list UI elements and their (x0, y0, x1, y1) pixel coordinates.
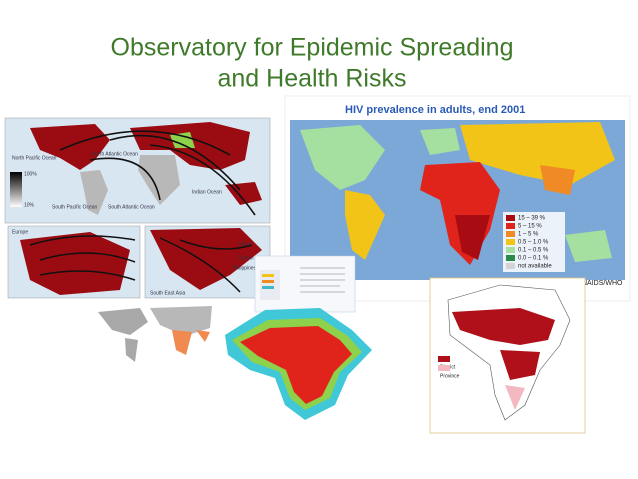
flight-path (29, 235, 136, 281)
land (150, 228, 262, 290)
land (540, 165, 575, 195)
legend-swatch (506, 255, 515, 261)
document-thumbnail (254, 255, 356, 313)
land (172, 330, 192, 355)
legend-label: 5 – 15 % (518, 224, 542, 230)
legend-swatch (438, 365, 450, 371)
land (170, 132, 195, 148)
land (150, 306, 212, 336)
land (98, 308, 148, 335)
flight-map: 100% 10% North Pacific Ocean South Atlan… (4, 117, 271, 299)
legend-label: Province (440, 373, 460, 379)
ocean-label: North Pacific Ocean (12, 155, 57, 161)
land (80, 170, 108, 215)
legend-label: 0.5 – 1.0 % (518, 240, 549, 246)
district-map: DistrictProvince (429, 277, 586, 434)
inset-label: Europe (12, 229, 28, 235)
legend: DistrictProvince (438, 356, 460, 379)
region (452, 308, 555, 345)
ocean-label: South Atlantic Ocean (108, 204, 155, 210)
map-title: HIV prevalence in adults, end 2001 (345, 104, 525, 116)
land (30, 124, 110, 170)
land (455, 215, 490, 260)
land (345, 190, 385, 260)
legend-swatch (438, 356, 450, 362)
legend-label: 0.0 – 0.1 % (518, 256, 549, 262)
land (565, 230, 612, 262)
scale-label: 100% (24, 171, 37, 177)
legend-swatch (506, 231, 515, 237)
flight-path (159, 237, 253, 293)
legend-label: 0.1 – 0.5 % (518, 248, 549, 254)
legend-label: 15 – 39 % (518, 216, 546, 222)
land (125, 338, 138, 362)
region (505, 385, 525, 410)
legend-swatch (506, 215, 515, 221)
ocean-label: North Atlantic Ocean (92, 151, 138, 157)
text-lines (300, 267, 345, 293)
legend-swatch (506, 223, 515, 229)
title-line: and Health Risks (218, 65, 407, 93)
land (300, 125, 385, 190)
source: NAIDS/WHO (582, 280, 623, 287)
swatch (262, 286, 274, 289)
inset-label: Philippines (232, 265, 257, 271)
inset-label: South East Asia (150, 290, 186, 296)
region (500, 350, 540, 380)
scale-label: 10% (24, 202, 35, 208)
land (138, 155, 180, 205)
legend: 15 – 39 % 5 – 15 % 1 – 5 % 0.5 – 1.0 % 0.1 –… (503, 212, 565, 272)
legend-swatch (506, 247, 515, 253)
legend-swatch (506, 239, 515, 245)
table (260, 270, 280, 300)
land (420, 128, 460, 155)
inset-label: Taiwan (238, 255, 254, 261)
scale-bar (10, 172, 22, 207)
legend-label: not available (518, 264, 552, 270)
land (20, 232, 130, 295)
africa-map (225, 308, 372, 420)
swatch (262, 274, 274, 277)
ocean-label: South Pacific Ocean (52, 204, 98, 210)
title-line: Observatory for Epidemic Spreading (111, 34, 514, 62)
legend-label: 1 – 5 % (518, 232, 539, 238)
legend-swatch (506, 263, 515, 269)
ocean-label: Indian Ocean (192, 189, 222, 195)
inset-label: Japan (238, 241, 252, 247)
land (225, 182, 262, 205)
flight-path (59, 130, 256, 216)
land (196, 330, 210, 342)
land (460, 122, 615, 185)
small-map (98, 306, 212, 362)
land (240, 326, 352, 404)
swatch (262, 280, 274, 283)
